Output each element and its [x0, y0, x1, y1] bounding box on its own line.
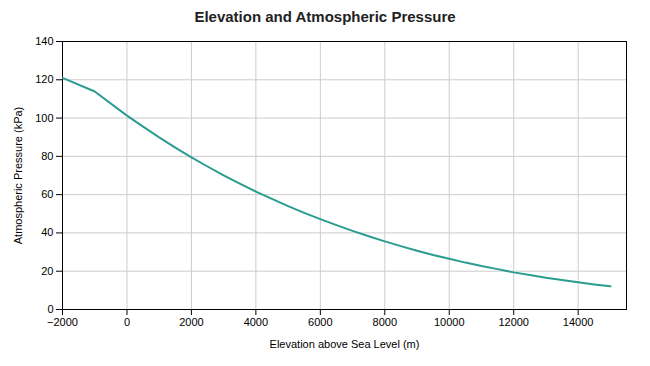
svg-text:80: 80	[41, 150, 53, 162]
svg-text:6000: 6000	[308, 316, 332, 328]
svg-text:8000: 8000	[373, 316, 397, 328]
svg-text:2000: 2000	[179, 316, 203, 328]
svg-text:140: 140	[35, 35, 53, 47]
html-text:Elevation and Atmospheric Pres: Elevation and Atmospheric Pressure	[194, 8, 456, 25]
svg-text:Elevation above Sea Level (m): Elevation above Sea Level (m)	[270, 338, 420, 350]
svg-text:−2000: −2000	[47, 316, 78, 328]
svg-text:120: 120	[35, 73, 53, 85]
svg-text:Atmospheric Pressure (kPa): Atmospheric Pressure (kPa)	[12, 107, 24, 245]
svg-text:12000: 12000	[498, 316, 529, 328]
svg-text:0: 0	[124, 316, 130, 328]
svg-text:10000: 10000	[434, 316, 465, 328]
svg-text:60: 60	[41, 188, 53, 200]
svg-text:40: 40	[41, 226, 53, 238]
svg-text:20: 20	[41, 265, 53, 277]
svg-text:14000: 14000	[563, 316, 594, 328]
svg-text:0: 0	[47, 303, 53, 315]
svg-text:4000: 4000	[244, 316, 268, 328]
svg-text:100: 100	[35, 112, 53, 124]
